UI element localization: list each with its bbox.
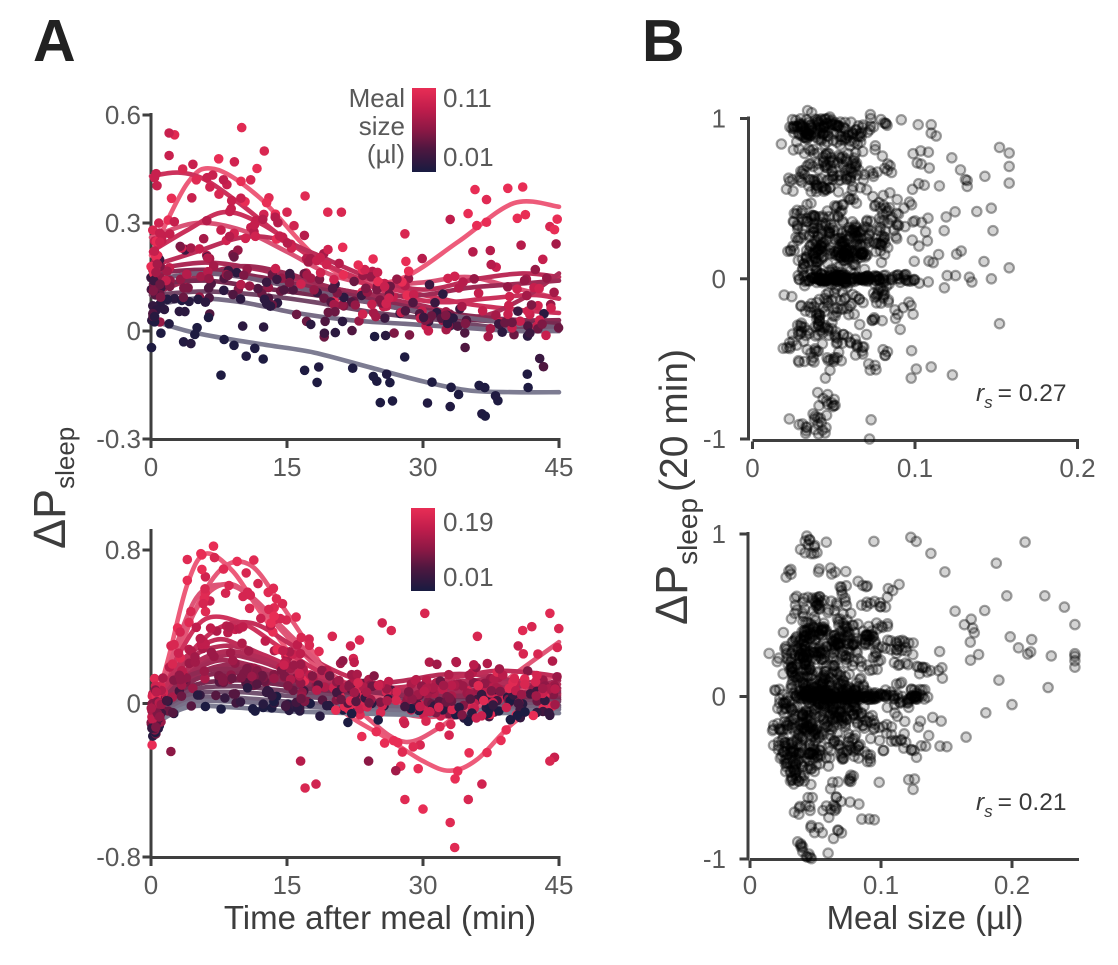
svg-text:-1: -1 [703, 424, 726, 454]
svg-text:15: 15 [273, 452, 302, 482]
svg-text:0.1: 0.1 [863, 870, 899, 900]
svg-text:0: 0 [743, 870, 757, 900]
svg-text:-1: -1 [703, 844, 726, 874]
svg-text:0.01: 0.01 [443, 562, 494, 592]
svg-text:0: 0 [712, 264, 726, 294]
svg-text:-0.8: -0.8 [96, 842, 141, 872]
svg-text:0.1: 0.1 [897, 453, 933, 483]
svg-text:0: 0 [144, 870, 158, 900]
svg-text:45: 45 [545, 452, 574, 482]
svg-text:A: A [33, 8, 76, 74]
svg-text:0.01: 0.01 [443, 142, 494, 172]
svg-text:0.11: 0.11 [443, 83, 492, 113]
svg-text:(µl): (µl) [367, 139, 405, 169]
svg-text:0.3: 0.3 [105, 208, 141, 238]
svg-text:Meal: Meal [349, 83, 405, 113]
svg-text:30: 30 [409, 870, 438, 900]
svg-text:size: size [359, 111, 405, 141]
svg-text:0.6: 0.6 [105, 100, 141, 130]
svg-text:1: 1 [712, 519, 726, 549]
svg-text:Meal size (µl): Meal size (µl) [827, 899, 1024, 936]
svg-text:-0.3: -0.3 [96, 424, 141, 454]
svg-text:0.2: 0.2 [1059, 453, 1095, 483]
svg-text:Time after meal (min): Time after meal (min) [224, 899, 536, 936]
svg-text:0.2: 0.2 [994, 870, 1030, 900]
svg-text:0: 0 [127, 316, 141, 346]
svg-text:1: 1 [712, 104, 726, 134]
svg-text:0: 0 [712, 682, 726, 712]
svg-text:0.8: 0.8 [105, 535, 141, 565]
svg-text:0.19: 0.19 [443, 507, 494, 537]
svg-text:30: 30 [409, 452, 438, 482]
svg-text:45: 45 [545, 870, 574, 900]
svg-text:0: 0 [144, 452, 158, 482]
svg-text:ΔPsleep(20 min): ΔPsleep(20 min) [646, 349, 703, 625]
svg-text:rs= 0.21: rs = 0.21 [976, 789, 1066, 821]
svg-text:0: 0 [745, 453, 759, 483]
svg-text:B: B [642, 8, 685, 74]
svg-text:rs= 0.27: rs = 0.27 [976, 380, 1066, 412]
svg-text:15: 15 [273, 870, 302, 900]
svg-text:0: 0 [127, 689, 141, 719]
